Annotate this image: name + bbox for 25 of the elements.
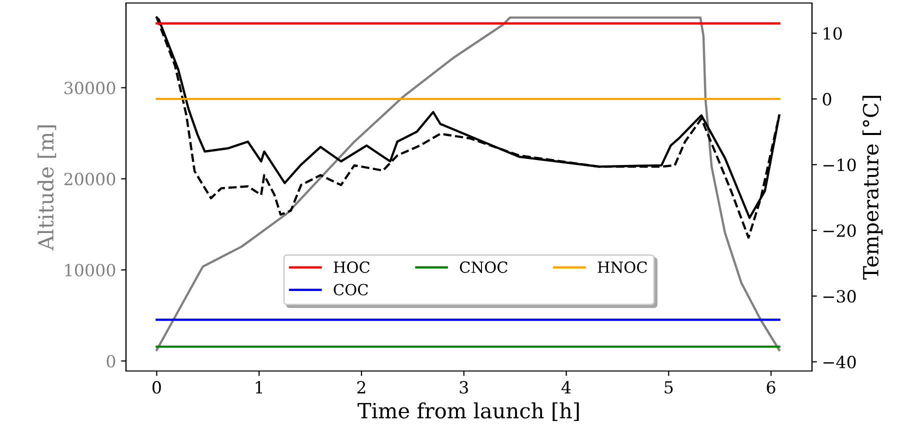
y2-tick-label: −30 bbox=[823, 290, 856, 303]
x-tick-label: 0 bbox=[152, 381, 161, 394]
x-tick-label: 2 bbox=[357, 381, 366, 394]
y-axis-title: Altitude [m] bbox=[38, 125, 56, 251]
x-tick-label: 3 bbox=[460, 381, 468, 394]
legend-label: COC bbox=[334, 284, 368, 296]
x-tick-label: 1 bbox=[256, 381, 262, 394]
y-tick-label: 10000 bbox=[65, 264, 116, 276]
y2-tick-label: −40 bbox=[823, 356, 856, 368]
y-tick-label: 20000 bbox=[64, 172, 116, 186]
y-tick-label: 30000 bbox=[64, 82, 116, 94]
y2-axis-title: Temperature [°C] bbox=[862, 96, 883, 280]
y2-tick-label: −10 bbox=[823, 158, 856, 172]
x-tick-label: 6 bbox=[766, 381, 776, 394]
y-tick-label: 0 bbox=[106, 354, 116, 368]
legend-label: CNOC bbox=[460, 261, 508, 273]
x-tick-label: 4 bbox=[561, 381, 571, 394]
x-tick-label: 5 bbox=[664, 381, 673, 394]
line-series bbox=[156, 16, 780, 352]
y2-tick-label: 0 bbox=[822, 92, 832, 106]
legend-label: HOC bbox=[334, 261, 370, 273]
legend-label: HNOC bbox=[598, 261, 647, 273]
x-axis-title: Time from launch [h] bbox=[358, 402, 579, 421]
y2-tick-label: −20 bbox=[823, 224, 856, 237]
y2-tick-label: 10 bbox=[824, 27, 842, 40]
